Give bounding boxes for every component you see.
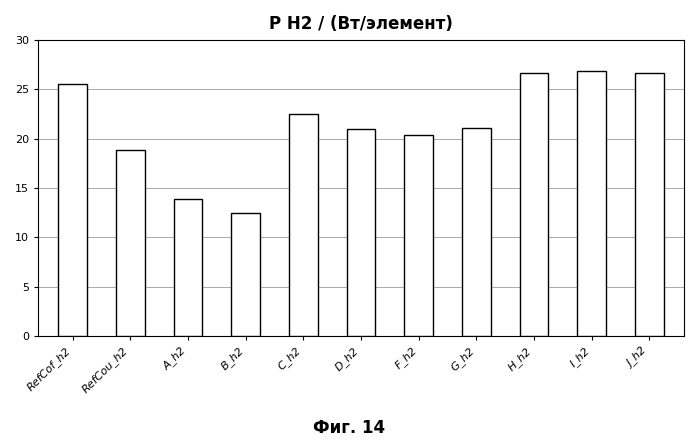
Bar [462, 128, 491, 336]
Bar [635, 73, 664, 336]
Bar [577, 71, 606, 336]
Bar [347, 129, 375, 336]
Bar [519, 73, 549, 336]
Bar [173, 199, 203, 336]
Bar [116, 149, 145, 336]
Bar [58, 83, 87, 336]
Title: P H2 / (Вт/элемент): P H2 / (Вт/элемент) [269, 15, 453, 33]
Bar [404, 135, 433, 336]
Bar [289, 114, 318, 336]
Text: Фиг. 14: Фиг. 14 [313, 419, 386, 437]
Bar [231, 213, 260, 336]
